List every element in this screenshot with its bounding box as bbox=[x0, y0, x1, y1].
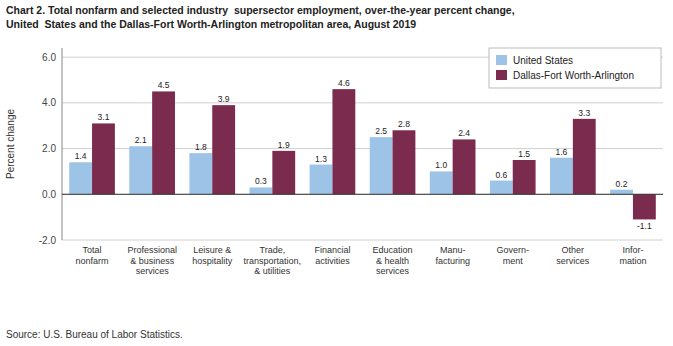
legend-swatch bbox=[496, 55, 507, 65]
x-tick-label: Manu-facturing bbox=[435, 245, 470, 266]
x-tick-label: Otherservices bbox=[556, 245, 590, 266]
data-label: 0.3 bbox=[255, 176, 267, 186]
zero-line bbox=[62, 194, 663, 195]
bar bbox=[212, 105, 235, 194]
bar bbox=[633, 194, 656, 219]
data-label: 2.1 bbox=[135, 135, 147, 145]
data-label: 1.4 bbox=[75, 151, 87, 161]
bar bbox=[310, 165, 333, 195]
data-label: 1.5 bbox=[518, 149, 530, 159]
data-label: 3.1 bbox=[98, 112, 110, 122]
title: Chart 2. Total nonfarm and selected indu… bbox=[6, 4, 515, 16]
data-label: 3.3 bbox=[578, 108, 590, 118]
bar bbox=[610, 190, 633, 195]
legend-box bbox=[489, 48, 661, 88]
x-tick-label: Education& healthservices bbox=[373, 245, 413, 276]
legend-swatch bbox=[496, 70, 507, 80]
bar bbox=[272, 151, 295, 194]
x-tick-label: Professional& businessservices bbox=[127, 245, 177, 276]
legend-label: Dallas-Fort Worth-Arlington bbox=[513, 70, 634, 81]
x-tick-label: Totalnonfarm bbox=[76, 245, 109, 266]
data-label: 1.6 bbox=[556, 147, 568, 157]
x-tick-label: Infor-mation bbox=[619, 245, 646, 266]
data-label: 2.8 bbox=[398, 119, 410, 129]
y-axis-label: Percent change bbox=[5, 109, 16, 179]
bar bbox=[430, 171, 453, 194]
bar bbox=[69, 162, 92, 194]
bar bbox=[573, 119, 596, 194]
bar bbox=[189, 153, 212, 194]
data-label: 2.5 bbox=[375, 126, 387, 136]
bar bbox=[490, 181, 513, 195]
bar bbox=[370, 137, 393, 194]
y-tick-label: 6.0 bbox=[42, 52, 56, 63]
grid-line bbox=[62, 194, 663, 195]
chart: Chart 2. Total nonfarm and selected indu… bbox=[0, 0, 673, 346]
data-label: 1.3 bbox=[315, 154, 327, 164]
bar bbox=[92, 123, 115, 194]
legend-label: United States bbox=[513, 55, 573, 66]
bar bbox=[453, 139, 476, 194]
bar bbox=[513, 160, 536, 194]
bars bbox=[69, 89, 656, 219]
data-label: 2.4 bbox=[458, 128, 470, 138]
x-tick-label: Financialactivities bbox=[314, 245, 350, 266]
data-label: 3.9 bbox=[218, 94, 230, 104]
data-labels: 1.4 2.1 1.8 0.3 1.3 2.5 1.0 0.6 1.6 0.2 3.1 4.5 3.9 1… bbox=[75, 78, 652, 231]
data-label: 4.6 bbox=[338, 78, 350, 88]
data-label: 4.5 bbox=[158, 80, 170, 90]
subtitle: United States and the Dallas-Fort Worth-… bbox=[6, 18, 416, 30]
bar bbox=[550, 158, 573, 195]
data-label: 1.9 bbox=[278, 140, 290, 150]
bar bbox=[129, 146, 152, 194]
data-label: 0.2 bbox=[616, 179, 628, 189]
legend: United States Dallas-Fort Worth-Arlington bbox=[489, 48, 661, 88]
data-label: -1.1 bbox=[637, 221, 652, 231]
y-tick-label: -2.0 bbox=[39, 235, 57, 246]
bar bbox=[393, 130, 416, 194]
x-tick-label: Trade,transportation,& utilities bbox=[244, 245, 302, 276]
data-label: 1.0 bbox=[435, 160, 447, 170]
y-axis: -2.0 0.0 2.0 4.0 6.0 bbox=[39, 52, 57, 246]
bar bbox=[250, 187, 273, 194]
y-axis-line bbox=[62, 48, 63, 240]
grid-line bbox=[62, 240, 663, 241]
y-tick-label: 0.0 bbox=[42, 189, 56, 200]
bar bbox=[332, 89, 355, 194]
source: Source: U.S. Bureau of Labor Statistics. bbox=[6, 329, 183, 340]
data-label: 0.6 bbox=[495, 170, 507, 180]
x-tick-label: Govern-ment bbox=[496, 245, 529, 266]
bar bbox=[152, 91, 175, 194]
x-axis: Totalnonfarm Professional& businessservic… bbox=[76, 245, 647, 276]
data-label: 1.8 bbox=[195, 142, 207, 152]
y-tick-label: 4.0 bbox=[42, 97, 56, 108]
x-tick-label: Leisure &hospitality bbox=[192, 245, 233, 266]
y-tick-label: 2.0 bbox=[42, 143, 56, 154]
